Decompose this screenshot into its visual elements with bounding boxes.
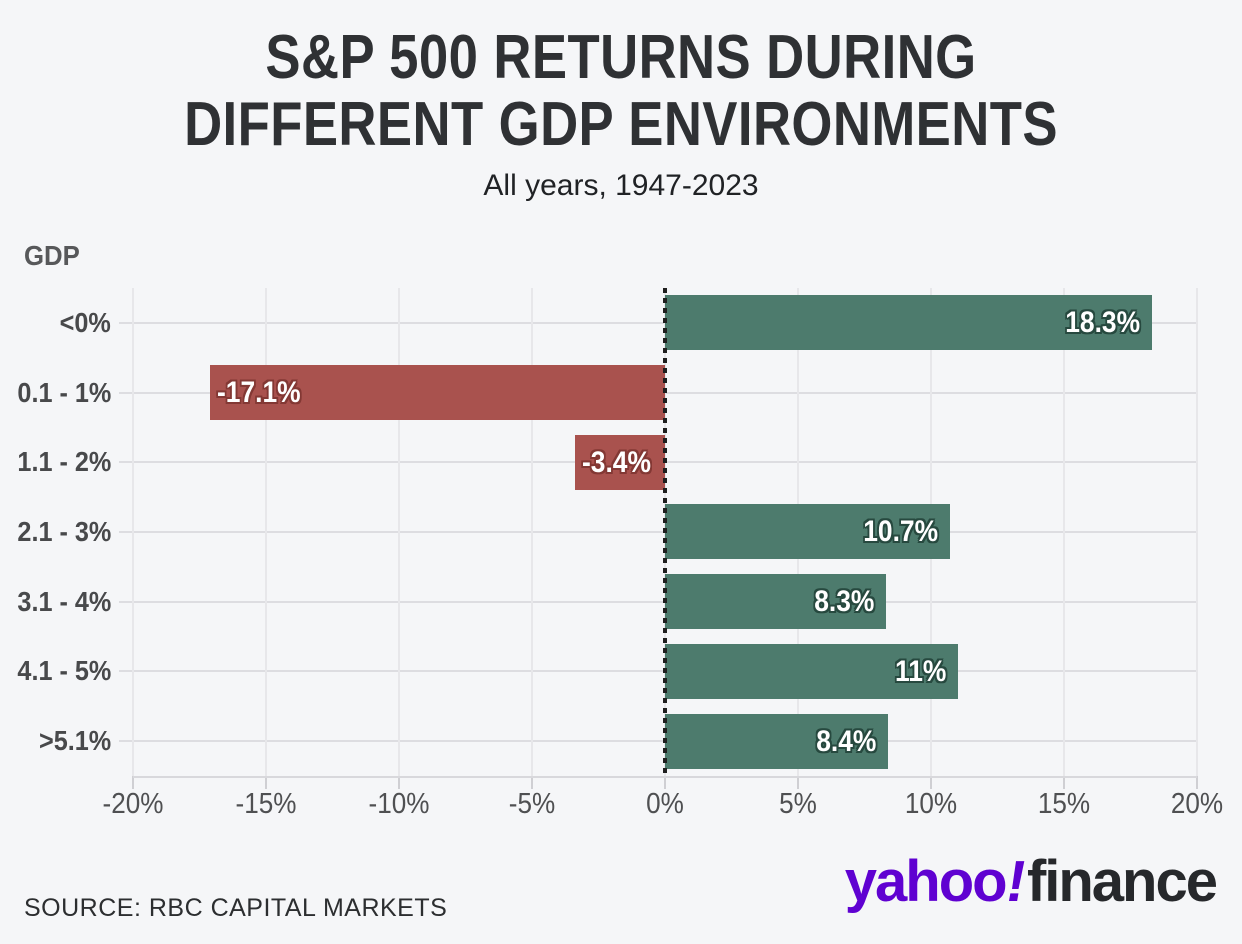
bar: 8.4% [665, 714, 888, 769]
bar-value-label: 8.3% [813, 584, 874, 618]
x-tick-label: -20% [102, 788, 164, 820]
bar-value-label: 11% [894, 654, 946, 688]
bar: 10.7% [665, 504, 950, 559]
x-axis-tick [664, 776, 666, 789]
category-label: >5.1% [38, 725, 111, 756]
source-text: SOURCE: RBC CAPITAL MARKETS [24, 894, 448, 922]
category-labels: <0% 0.1 - 1% 1.1 - 2% 2.1 - 3% 3.1 - 4% 4.1 -… [0, 288, 119, 776]
chart-subtitle: All years, 1947-2023 [483, 169, 759, 202]
gridline-horizontal [119, 531, 1197, 533]
y-axis-title: GDP [24, 240, 80, 271]
x-tick-label: 15% [1037, 788, 1091, 820]
bar: -3.4% [575, 435, 665, 490]
bar-value-label: -17.1% [217, 375, 301, 409]
gridline-vertical [1196, 288, 1198, 776]
category-label: 1.1 - 2% [17, 446, 111, 477]
gridline-horizontal [119, 670, 1197, 672]
x-tick-label: -15% [235, 788, 297, 820]
x-axis-tick [930, 776, 932, 789]
page-title-line2: DIFFERENT GDP ENVIRONMENTS [184, 90, 1058, 159]
x-tick-label: -10% [368, 788, 430, 820]
page-title: S&P 500 RETURNS DURING DIFFERENT GDP ENV… [0, 24, 1242, 158]
gridline-vertical [265, 288, 267, 776]
x-axis-tick [1196, 776, 1198, 789]
x-axis-tick [265, 776, 267, 789]
gridline-vertical [398, 288, 400, 776]
bar-value-label: -3.4% [582, 445, 651, 479]
x-tick-label: 10% [904, 788, 958, 820]
page-title-line1: S&P 500 RETURNS DURING [265, 23, 977, 92]
gridline-vertical [1063, 288, 1065, 776]
x-axis-tick [797, 776, 799, 789]
x-tick-label: 20% [1170, 788, 1224, 820]
yahoo-finance-logo: yahoo!finance [844, 848, 1218, 915]
bar: 18.3% [665, 295, 1152, 350]
bar: 11% [665, 644, 958, 699]
bar-value-label: 10.7% [863, 514, 938, 548]
gridline-horizontal [119, 740, 1197, 742]
bar: -17.1% [210, 365, 665, 420]
x-tick-label: 5% [779, 788, 817, 820]
bar-value-label: 18.3% [1065, 305, 1140, 339]
x-tick-label: -5% [508, 788, 556, 820]
category-label: 3.1 - 4% [17, 586, 111, 617]
logo-finance: finance [1026, 849, 1218, 914]
category-label: <0% [59, 307, 111, 338]
x-axis-tick [531, 776, 533, 789]
x-axis-tick [398, 776, 400, 789]
category-label: 0.1 - 1% [17, 377, 111, 408]
x-axis-tick [1063, 776, 1065, 789]
category-label: 4.1 - 5% [17, 655, 111, 686]
x-axis-line [133, 776, 1197, 778]
logo-yahoo: yahoo [844, 849, 1008, 914]
gridline-vertical [132, 288, 134, 776]
x-axis-tick [132, 776, 134, 789]
zero-line [663, 288, 667, 776]
bar-value-label: 8.4% [815, 724, 876, 758]
bar: 8.3% [665, 574, 886, 629]
gridline-vertical [531, 288, 533, 776]
category-label: 2.1 - 3% [17, 516, 111, 547]
x-tick-label: 0% [646, 788, 684, 820]
gridline-horizontal [119, 601, 1197, 603]
gridline-horizontal [119, 322, 1197, 324]
plot-area: -20% -15% -10% -5% 0% 5% 10% 15% 20% 18.3% -17.1% -… [103, 288, 1223, 820]
